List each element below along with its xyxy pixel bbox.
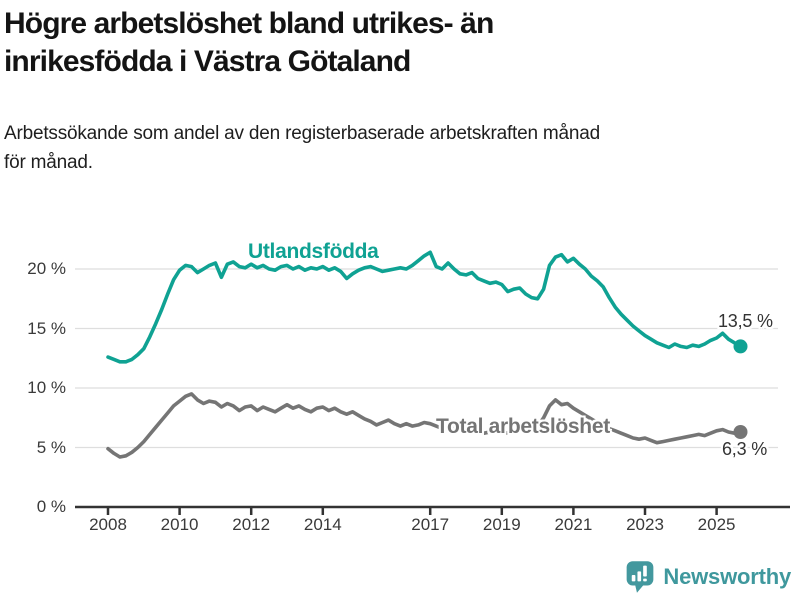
newsworthy-wordmark: Newsworthy [663,564,791,589]
chart-subtitle-line2: för månad. [4,152,93,173]
x-tick-label: 2014 [303,515,342,534]
newsworthy-logo: Newsworthy [625,560,791,594]
x-tick-label: 2012 [232,515,271,534]
chart-subtitle: Arbetssökande som andel av den registerb… [4,119,600,177]
x-tick-label: 2010 [160,515,199,534]
bar-chart-speech-bubble-icon [627,561,654,593]
y-tick-label: 5 % [36,437,66,457]
x-tick-label: 2021 [554,515,593,534]
x-tick-label: 2017 [411,515,450,534]
y-tick-label: 0 % [36,497,66,516]
x-tick-label: 2025 [697,515,736,534]
series-line-1 [106,392,743,459]
y-tick-label: 15 % [27,318,66,338]
series-end-dot-1 [733,425,748,439]
x-tick-label: 2008 [89,515,127,534]
series-end-dot-0 [733,339,748,354]
end-value-label-total: 6,3 % [722,439,768,459]
y-tick-label: 10 % [27,378,66,397]
series-line-0 [106,250,743,364]
page-title-line2: inrikesfödda i Västra Götaland [4,45,411,78]
x-tick-label: 2019 [482,515,521,534]
chart-subtitle-line1: Arbetssökande som andel av den registerb… [4,123,601,144]
end-value-label-utlandsfodda: 13,5 % [718,311,773,331]
page-title: Högre arbetslöshet bland utrikes- än inr… [4,5,494,81]
x-tick-label: 2023 [626,515,664,534]
page-title-line1: Högre arbetslöshet bland utrikes- än [4,7,494,40]
series-label-total-arbetsloshet: Total arbetslöshet [436,415,610,438]
y-tick-label: 20 % [27,259,66,278]
series-label-utlandsfodda: Utlandsfödda [248,240,379,263]
